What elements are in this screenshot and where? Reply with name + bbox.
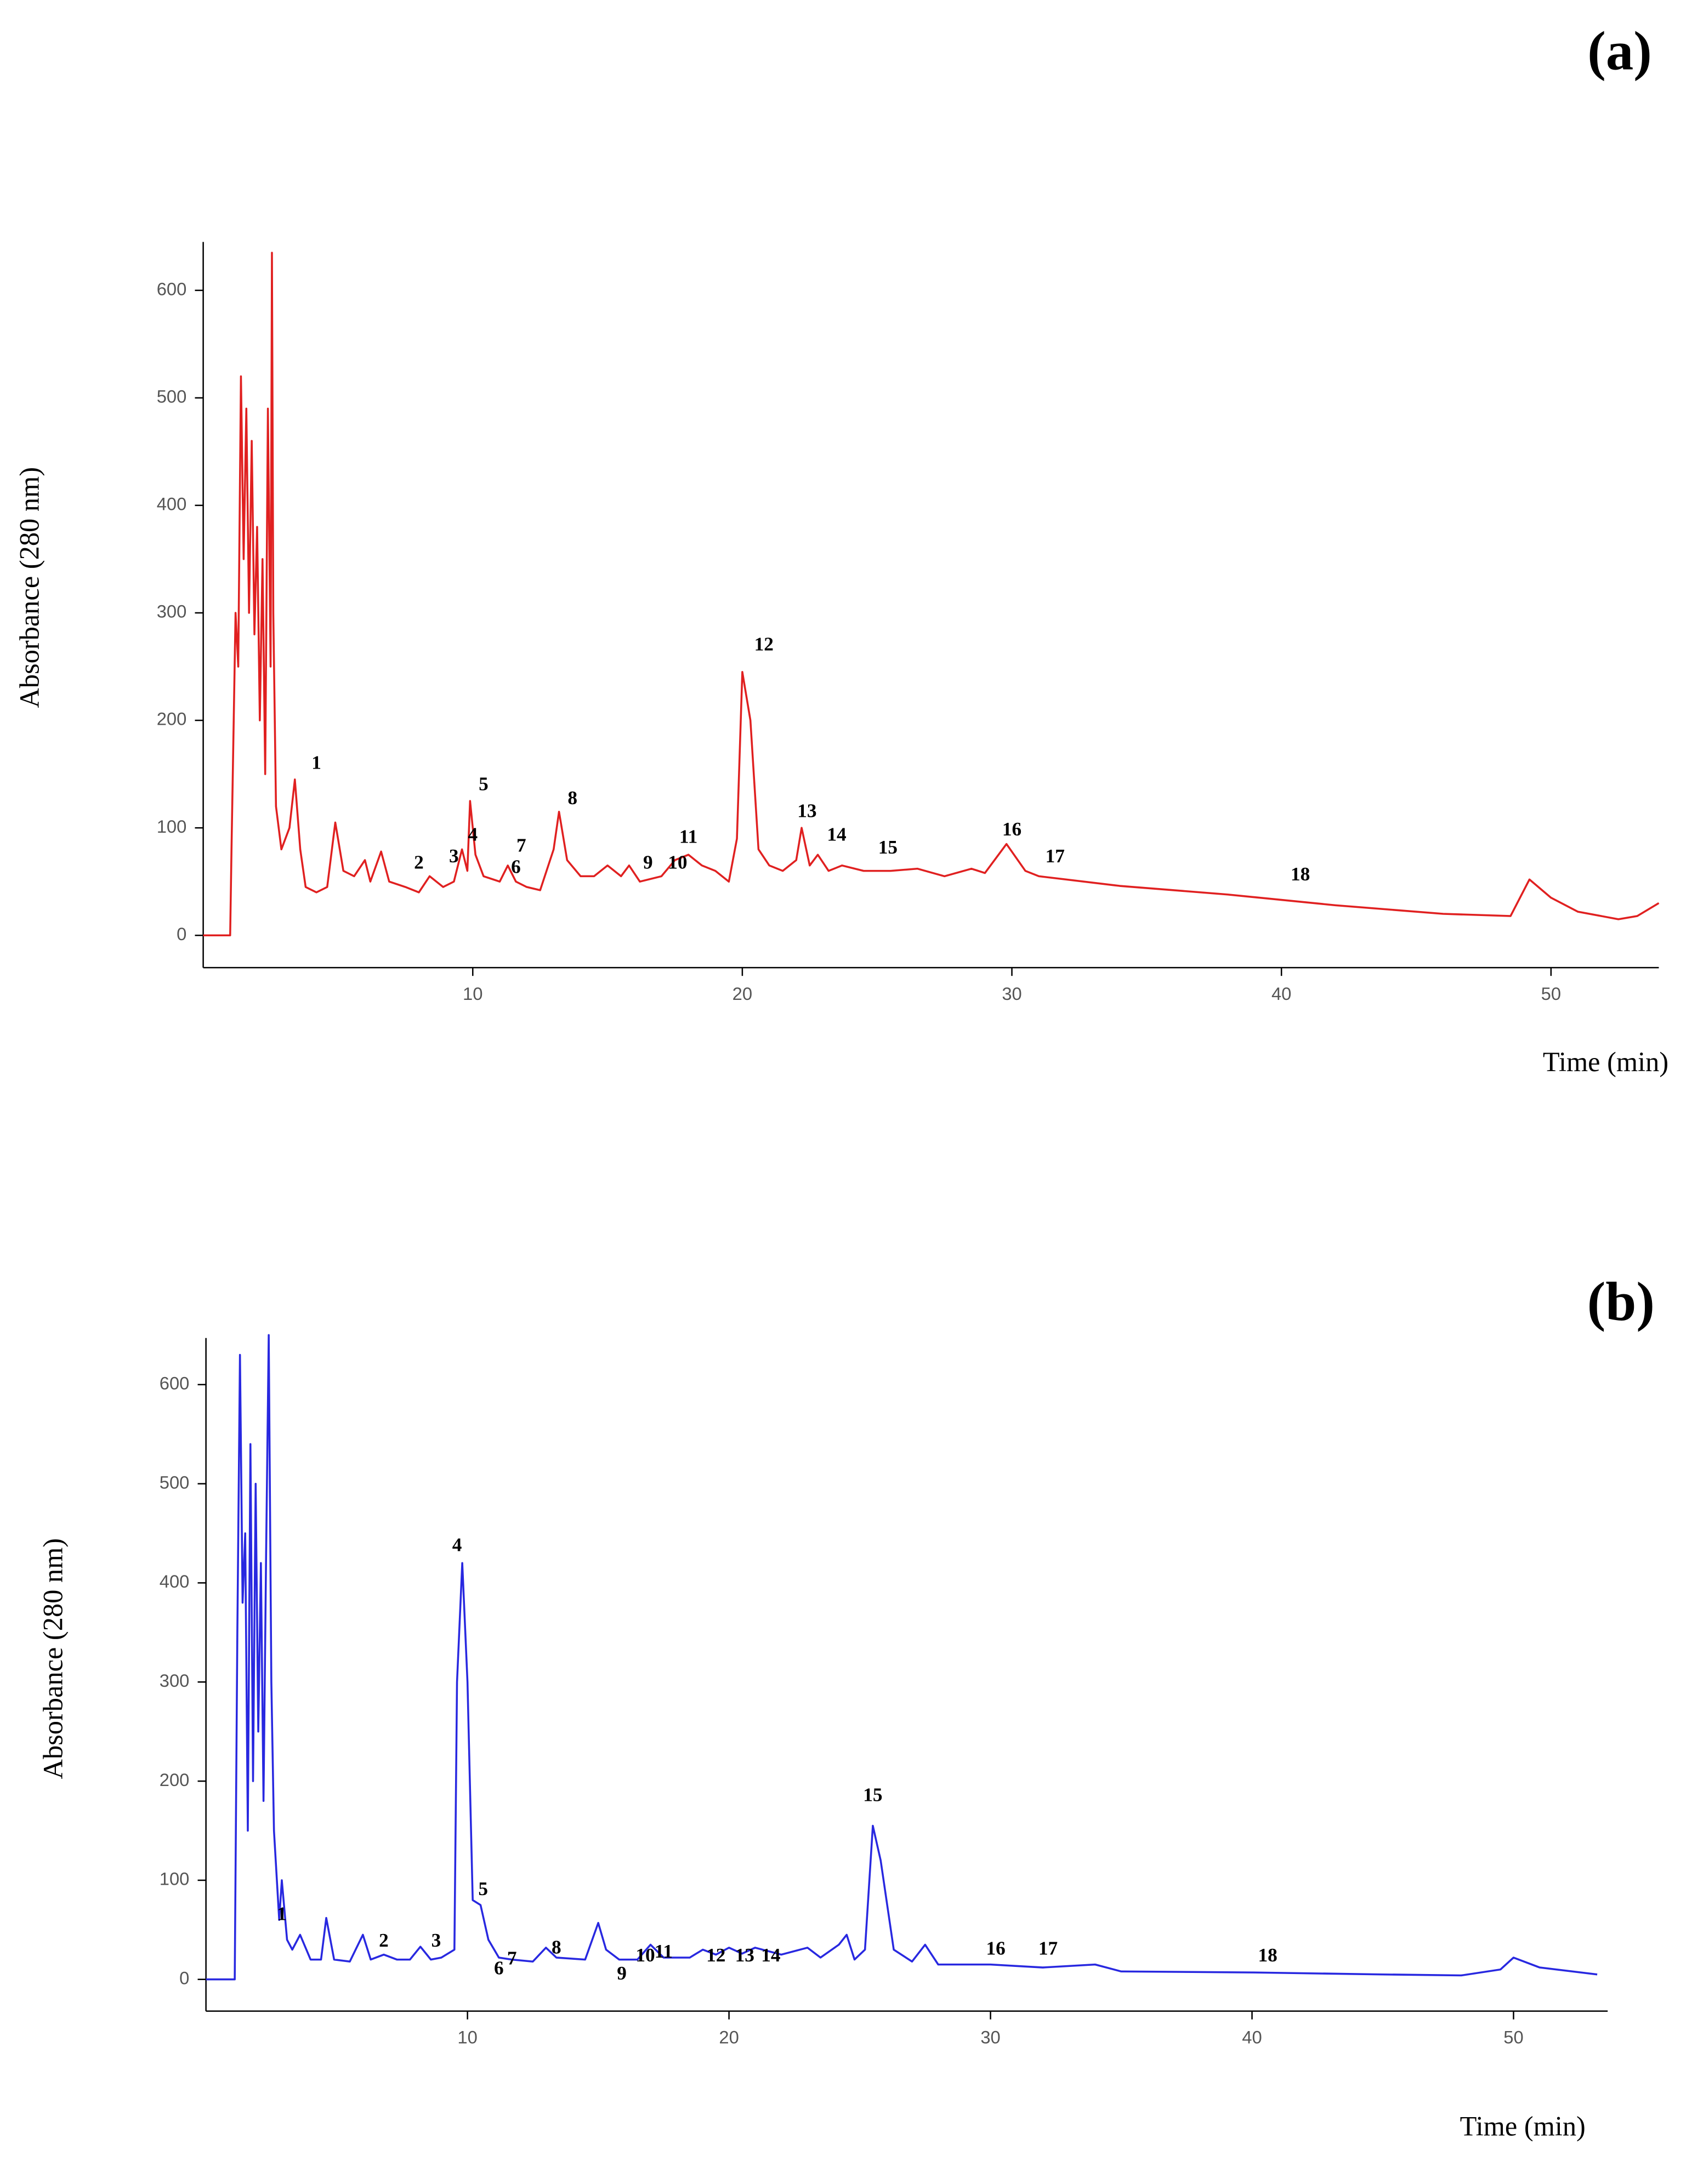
peak-label: 12 (754, 634, 774, 655)
peak-label: 10 (668, 852, 687, 873)
peak-label: 12 (706, 1944, 725, 1966)
peak-label: 5 (479, 774, 489, 795)
y-axis-label: Absorbance (280 nm) (37, 1538, 68, 1779)
peak-label: 3 (449, 845, 459, 867)
x-axis-label: Time (min) (1543, 1046, 1668, 1077)
peak-label: 14 (761, 1944, 780, 1966)
peak-label: 1 (311, 752, 321, 773)
y-tick-label: 600 (160, 1373, 190, 1393)
peak-label: 14 (827, 824, 846, 845)
peak-label: 13 (797, 800, 816, 822)
peak-label: 8 (552, 1937, 561, 1958)
peak-label: 9 (643, 852, 653, 873)
peak-label: 6 (511, 856, 521, 878)
peak-label: 7 (507, 1948, 517, 1969)
peak-label: 4 (452, 1534, 462, 1556)
peak-label: 18 (1291, 863, 1310, 885)
trace (206, 1334, 1598, 1981)
y-tick-label: 200 (157, 709, 187, 729)
y-tick-label: 500 (160, 1472, 190, 1492)
peak-label: 15 (863, 1784, 882, 1805)
peak-label: 1 (277, 1903, 287, 1924)
peak-label: 13 (735, 1944, 754, 1966)
x-tick-label: 40 (1271, 983, 1291, 1004)
y-tick-label: 200 (160, 1770, 190, 1790)
peak-label: 4 (468, 824, 478, 845)
x-tick-label: 20 (719, 2027, 739, 2048)
y-axis-label: Absorbance (280 nm) (14, 467, 45, 708)
x-tick-label: 30 (980, 2027, 1000, 2048)
peak-label: 2 (379, 1930, 389, 1951)
peak-label: 11 (655, 1941, 673, 1962)
peak-label: 9 (617, 1963, 627, 1984)
peak-label: 5 (478, 1878, 488, 1899)
peak-label: 18 (1258, 1944, 1277, 1966)
peak-label: 3 (431, 1930, 441, 1951)
y-tick-label: 300 (157, 601, 187, 622)
y-tick-label: 400 (157, 494, 187, 514)
panel-label: (b) (1587, 1271, 1655, 1332)
peak-label: 6 (494, 1958, 504, 1979)
x-tick-label: 50 (1541, 983, 1561, 1004)
y-tick-label: 0 (177, 924, 186, 944)
y-tick-label: 400 (160, 1571, 190, 1591)
peak-label: 16 (986, 1938, 1005, 1959)
peak-label: 8 (567, 787, 577, 809)
y-tick-label: 0 (179, 1967, 189, 1988)
peak-label: 15 (878, 837, 898, 858)
y-tick-label: 100 (157, 816, 187, 837)
x-tick-label: 30 (1002, 983, 1021, 1004)
peak-label: 10 (635, 1944, 655, 1966)
x-tick-label: 40 (1242, 2027, 1262, 2048)
peak-label: 17 (1046, 845, 1065, 867)
x-tick-label: 10 (463, 983, 482, 1004)
y-tick-label: 300 (160, 1670, 190, 1691)
y-tick-label: 100 (160, 1869, 190, 1889)
peak-label: 16 (1002, 818, 1021, 840)
x-tick-label: 10 (457, 2027, 477, 2048)
peak-label: 11 (679, 826, 697, 848)
trace (203, 252, 1660, 937)
y-tick-label: 500 (157, 386, 187, 406)
panel-label: (a) (1587, 20, 1652, 81)
peak-label: 17 (1038, 1938, 1058, 1959)
peak-label: 7 (516, 834, 526, 856)
x-axis-label: Time (min) (1460, 2111, 1586, 2142)
x-tick-label: 50 (1503, 2027, 1523, 2048)
x-tick-label: 20 (733, 983, 752, 1004)
y-tick-label: 600 (157, 278, 187, 299)
peak-label: 2 (414, 852, 424, 873)
